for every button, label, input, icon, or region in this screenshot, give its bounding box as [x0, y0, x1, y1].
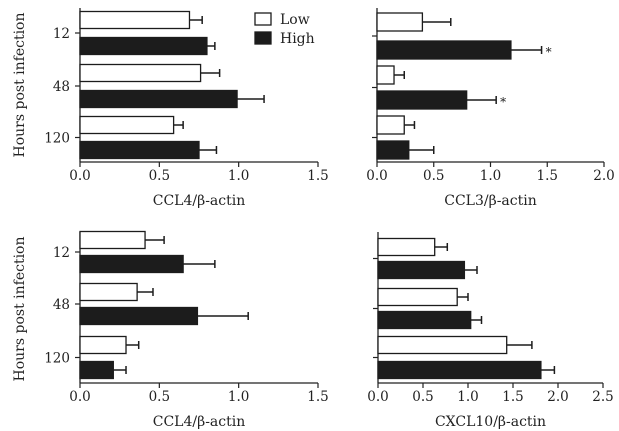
chart-panel-2: 0.0 0.5 1.0 1.5 2.0 CCL3/β-actin * * — [366, 8, 615, 209]
x-axis-label: CCL4/β-actin — [153, 414, 245, 430]
x-tick-label: 1.0 — [228, 389, 249, 405]
bar-low-12 — [377, 237, 436, 257]
x-axis-label: CCL3/β-actin — [444, 193, 536, 209]
y-tick-label: 12 — [53, 26, 70, 42]
y-axis-label-top: Hours post infection — [12, 13, 28, 158]
x-tick-label: 1.5 — [307, 168, 328, 184]
bar-low-120 — [377, 335, 508, 355]
x-tick-label: 2.0 — [593, 168, 614, 184]
x-tick-label: 1.0 — [457, 389, 478, 405]
bar-high-48 — [79, 306, 199, 326]
y-tick-label: 12 — [53, 245, 70, 261]
significance-marker: * — [500, 95, 506, 109]
x-tick-label: 0.0 — [367, 389, 388, 405]
bar-low-120 — [376, 115, 405, 135]
bar-high-120 — [376, 140, 410, 160]
x-tick-label: 1.5 — [537, 168, 558, 184]
chart-panel-4: 0.0 0.5 1.0 1.5 2.0 2.5 CXCL10/β-actin — [367, 232, 614, 430]
bar-low-48 — [79, 282, 138, 302]
bar-low-120 — [79, 335, 127, 355]
x-tick-label: 0.0 — [69, 168, 90, 184]
chart-panel-3: 0.0 0.5 1.0 1.5 CCL4/β-actin 12 48 120 — [44, 230, 329, 430]
bar-high-48 — [79, 89, 238, 109]
y-tick-label: 120 — [44, 131, 70, 147]
bar-low-12 — [79, 230, 146, 250]
bar-low-48 — [79, 63, 202, 83]
x-tick-label: 0.0 — [69, 389, 90, 405]
x-tick-label: 0.5 — [412, 389, 433, 405]
bar-low-120 — [79, 115, 175, 135]
x-tick-label: 1.5 — [307, 389, 328, 405]
bar-high-12 — [79, 36, 208, 56]
bar-high-120 — [79, 140, 200, 160]
bar-low-48 — [377, 287, 458, 307]
x-tick-label: 1.0 — [480, 168, 501, 184]
bar-high-12 — [79, 254, 184, 274]
x-tick-label: 0.0 — [366, 168, 387, 184]
bar-high-120 — [79, 360, 114, 380]
x-tick-label: 1.5 — [502, 389, 523, 405]
x-tick-label: 0.5 — [423, 168, 444, 184]
bar-high-48 — [376, 90, 468, 110]
legend: Low High — [254, 12, 315, 47]
bar-low-48 — [376, 65, 395, 85]
y-tick-label: 120 — [44, 351, 70, 367]
bar-high-48 — [377, 310, 472, 330]
significance-marker: * — [546, 45, 552, 59]
legend-label-low: Low — [280, 12, 310, 28]
x-tick-label: 2.5 — [592, 389, 613, 405]
y-axis-label-bottom: Hours post infection — [12, 237, 28, 382]
legend-label-high: High — [280, 31, 315, 47]
y-tick-label: 48 — [53, 79, 70, 95]
legend-swatch-high — [254, 31, 272, 45]
bar-high-12 — [376, 40, 512, 60]
legend-swatch-low — [254, 12, 272, 26]
x-axis-label: CCL4/β-actin — [153, 193, 245, 209]
y-tick-label: 48 — [53, 297, 70, 313]
x-axis-label: CXCL10/β-actin — [435, 414, 546, 430]
x-tick-label: 2.0 — [547, 389, 568, 405]
chart-panel-1: 0.0 0.5 1.0 1.5 CCL4/β-actin 12 48 120 — [44, 8, 329, 209]
bar-high-12 — [377, 260, 466, 280]
x-tick-label: 0.5 — [149, 389, 170, 405]
bar-high-120 — [377, 360, 542, 380]
bar-low-12 — [376, 12, 424, 32]
bar-low-12 — [79, 10, 191, 30]
x-tick-label: 1.0 — [228, 168, 249, 184]
x-tick-label: 0.5 — [149, 168, 170, 184]
